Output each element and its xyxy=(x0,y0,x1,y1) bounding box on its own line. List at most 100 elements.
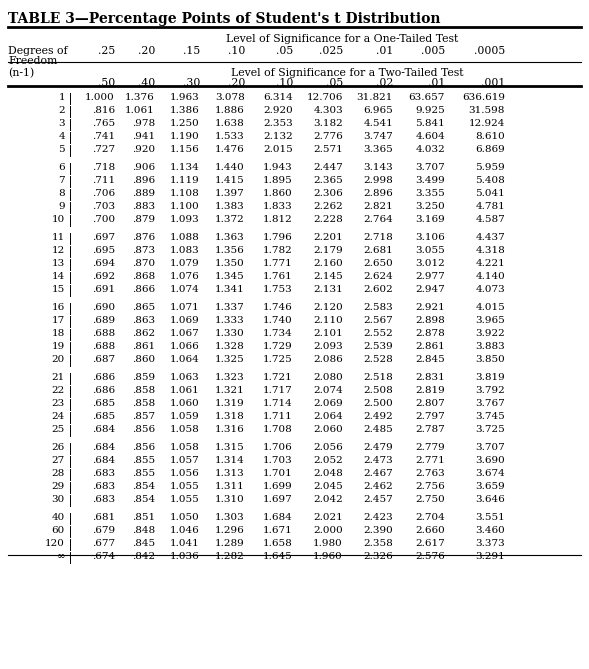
Text: 6.965: 6.965 xyxy=(363,106,393,115)
Text: 1.341: 1.341 xyxy=(215,285,245,294)
Text: .851: .851 xyxy=(132,513,155,522)
Text: 1.386: 1.386 xyxy=(170,106,200,115)
Text: .05: .05 xyxy=(276,46,293,56)
Text: 4.604: 4.604 xyxy=(415,132,445,141)
Text: 1.706: 1.706 xyxy=(263,443,293,452)
Text: .15: .15 xyxy=(183,46,200,56)
Text: .684: .684 xyxy=(92,443,115,452)
Text: .863: .863 xyxy=(132,316,155,325)
Text: 1.315: 1.315 xyxy=(215,443,245,452)
Text: 2.681: 2.681 xyxy=(363,246,393,255)
Text: 1.701: 1.701 xyxy=(263,469,293,478)
Text: .978: .978 xyxy=(132,119,155,128)
Text: 5: 5 xyxy=(58,145,65,154)
Text: 2.977: 2.977 xyxy=(415,272,445,281)
Text: .20: .20 xyxy=(138,46,155,56)
Text: 1.069: 1.069 xyxy=(170,316,200,325)
Text: 3.355: 3.355 xyxy=(415,189,445,198)
Text: 1.711: 1.711 xyxy=(263,412,293,421)
Text: 1.333: 1.333 xyxy=(215,316,245,325)
Text: 2.457: 2.457 xyxy=(363,495,393,504)
Text: 3.182: 3.182 xyxy=(313,119,343,128)
Text: 1.328: 1.328 xyxy=(215,342,245,351)
Text: 2.602: 2.602 xyxy=(363,285,393,294)
Text: 7: 7 xyxy=(58,176,65,185)
Text: 3.659: 3.659 xyxy=(475,482,505,491)
Text: 1.725: 1.725 xyxy=(263,355,293,364)
Text: 3.922: 3.922 xyxy=(475,329,505,338)
Text: 28: 28 xyxy=(52,469,65,478)
Text: .711: .711 xyxy=(92,176,115,185)
Text: 3.291: 3.291 xyxy=(475,552,505,561)
Text: 2.807: 2.807 xyxy=(415,399,445,408)
Text: 1.063: 1.063 xyxy=(170,373,200,382)
Text: 1.319: 1.319 xyxy=(215,399,245,408)
Text: .001: .001 xyxy=(481,78,505,88)
Text: 2.473: 2.473 xyxy=(363,456,393,465)
Text: 2.042: 2.042 xyxy=(313,495,343,504)
Text: .683: .683 xyxy=(92,482,115,491)
Text: 2.756: 2.756 xyxy=(415,482,445,491)
Text: .20: .20 xyxy=(227,78,245,88)
Text: .30: .30 xyxy=(183,78,200,88)
Text: 1.330: 1.330 xyxy=(215,329,245,338)
Text: 24: 24 xyxy=(52,412,65,421)
Text: .941: .941 xyxy=(132,132,155,141)
Text: 2.021: 2.021 xyxy=(313,513,343,522)
Text: 1.699: 1.699 xyxy=(263,482,293,491)
Text: 1.325: 1.325 xyxy=(215,355,245,364)
Text: 5.408: 5.408 xyxy=(475,176,505,185)
Text: .50: .50 xyxy=(98,78,115,88)
Text: 1.658: 1.658 xyxy=(263,539,293,548)
Text: .855: .855 xyxy=(132,469,155,478)
Text: .688: .688 xyxy=(92,329,115,338)
Text: 2.093: 2.093 xyxy=(313,342,343,351)
Text: 2.508: 2.508 xyxy=(363,386,393,395)
Text: 2.228: 2.228 xyxy=(313,215,343,224)
Text: (n-1): (n-1) xyxy=(8,68,34,78)
Text: 2.390: 2.390 xyxy=(363,526,393,535)
Text: 1.318: 1.318 xyxy=(215,412,245,421)
Text: 8: 8 xyxy=(58,189,65,198)
Text: 2.048: 2.048 xyxy=(313,469,343,478)
Text: 1.316: 1.316 xyxy=(215,425,245,434)
Text: 2.015: 2.015 xyxy=(263,145,293,154)
Text: 2.101: 2.101 xyxy=(313,329,343,338)
Text: 2.921: 2.921 xyxy=(415,303,445,312)
Text: .684: .684 xyxy=(92,425,115,434)
Text: .677: .677 xyxy=(92,539,115,548)
Text: 1.886: 1.886 xyxy=(215,106,245,115)
Text: 1.729: 1.729 xyxy=(263,342,293,351)
Text: 2.539: 2.539 xyxy=(363,342,393,351)
Text: 2.763: 2.763 xyxy=(415,469,445,478)
Text: 1.708: 1.708 xyxy=(263,425,293,434)
Text: .694: .694 xyxy=(92,259,115,268)
Text: .695: .695 xyxy=(92,246,115,255)
Text: 6.869: 6.869 xyxy=(475,145,505,154)
Text: 2.718: 2.718 xyxy=(363,233,393,242)
Text: .0005: .0005 xyxy=(474,46,505,56)
Text: 2: 2 xyxy=(58,106,65,115)
Text: 26: 26 xyxy=(52,443,65,452)
Text: 1.088: 1.088 xyxy=(170,233,200,242)
Text: 1.323: 1.323 xyxy=(215,373,245,382)
Text: .10: .10 xyxy=(276,78,293,88)
Text: 1.000: 1.000 xyxy=(85,93,115,102)
Text: 3.792: 3.792 xyxy=(475,386,505,395)
Text: 3.055: 3.055 xyxy=(415,246,445,255)
Text: .706: .706 xyxy=(92,189,115,198)
Text: 636.619: 636.619 xyxy=(462,93,505,102)
Text: 2.518: 2.518 xyxy=(363,373,393,382)
Text: 2.110: 2.110 xyxy=(313,316,343,325)
Text: 1.079: 1.079 xyxy=(170,259,200,268)
Text: 2.650: 2.650 xyxy=(363,259,393,268)
Text: 2.492: 2.492 xyxy=(363,412,393,421)
Text: 1.645: 1.645 xyxy=(263,552,293,561)
Text: 40: 40 xyxy=(52,513,65,522)
Text: .703: .703 xyxy=(92,202,115,211)
Text: 1.963: 1.963 xyxy=(170,93,200,102)
Text: 3.747: 3.747 xyxy=(363,132,393,141)
Text: 2.821: 2.821 xyxy=(363,202,393,211)
Text: 2.000: 2.000 xyxy=(313,526,343,535)
Text: 2.898: 2.898 xyxy=(415,316,445,325)
